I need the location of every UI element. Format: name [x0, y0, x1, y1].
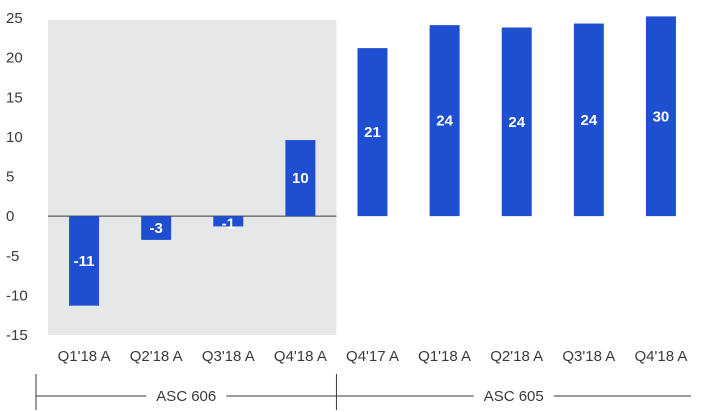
data-label: 24 [436, 113, 453, 130]
y-tick-label: -10 [6, 287, 28, 304]
bar [285, 140, 316, 217]
data-label: -11 [74, 253, 95, 270]
y-tick-label: 5 [6, 169, 14, 186]
bar-series: -11 -3 -1 10 21 24 24 24 30 [69, 16, 676, 306]
data-label: 10 [292, 170, 309, 187]
y-tick-label: 15 [6, 89, 23, 106]
x-tick-label: Q4'18 A [634, 348, 687, 365]
x-tick-label: Q2'18 A [490, 348, 543, 365]
y-tick-label: 0 [6, 208, 14, 225]
bar [645, 16, 676, 217]
group-brackets: ASC 606 ASC 605 [35, 374, 691, 410]
x-tick-label: Q1'18 A [58, 348, 111, 365]
x-tick-label: Q3'18 A [562, 348, 615, 365]
y-tick-label: -15 [6, 327, 28, 344]
bar [141, 216, 172, 240]
bar [213, 216, 244, 227]
data-label: -3 [149, 220, 162, 237]
x-tick-label: Q1'18 A [418, 348, 471, 365]
data-label: 24 [508, 114, 525, 131]
x-tick-label: Q4'18 A [274, 348, 327, 365]
bar [357, 48, 388, 217]
x-tick-label: Q2'18 A [130, 348, 183, 365]
y-tick-label: 10 [6, 129, 23, 146]
bar [429, 25, 460, 217]
y-tick-label: 20 [6, 50, 23, 67]
data-label: 21 [364, 124, 381, 141]
y-tick-label: 25 [6, 10, 23, 27]
x-axis-labels: Q1'18 A Q2'18 A Q3'18 A Q4'18 A Q4'17 A Q1'18… [58, 348, 688, 365]
data-label: 30 [653, 108, 670, 125]
x-tick-label: Q3'18 A [202, 348, 255, 365]
bar [69, 216, 100, 306]
y-axis: 25 20 15 10 5 0 -5 -10 -15 [6, 10, 337, 344]
bar [501, 27, 532, 217]
group-label: ASC 606 [156, 388, 216, 405]
y-tick-label: -5 [6, 248, 19, 265]
x-tick-label: Q4'17 A [346, 348, 399, 365]
group-label: ASC 605 [484, 388, 544, 405]
data-label: 24 [580, 112, 597, 129]
data-label: -1 [222, 215, 235, 232]
bar [573, 23, 604, 217]
